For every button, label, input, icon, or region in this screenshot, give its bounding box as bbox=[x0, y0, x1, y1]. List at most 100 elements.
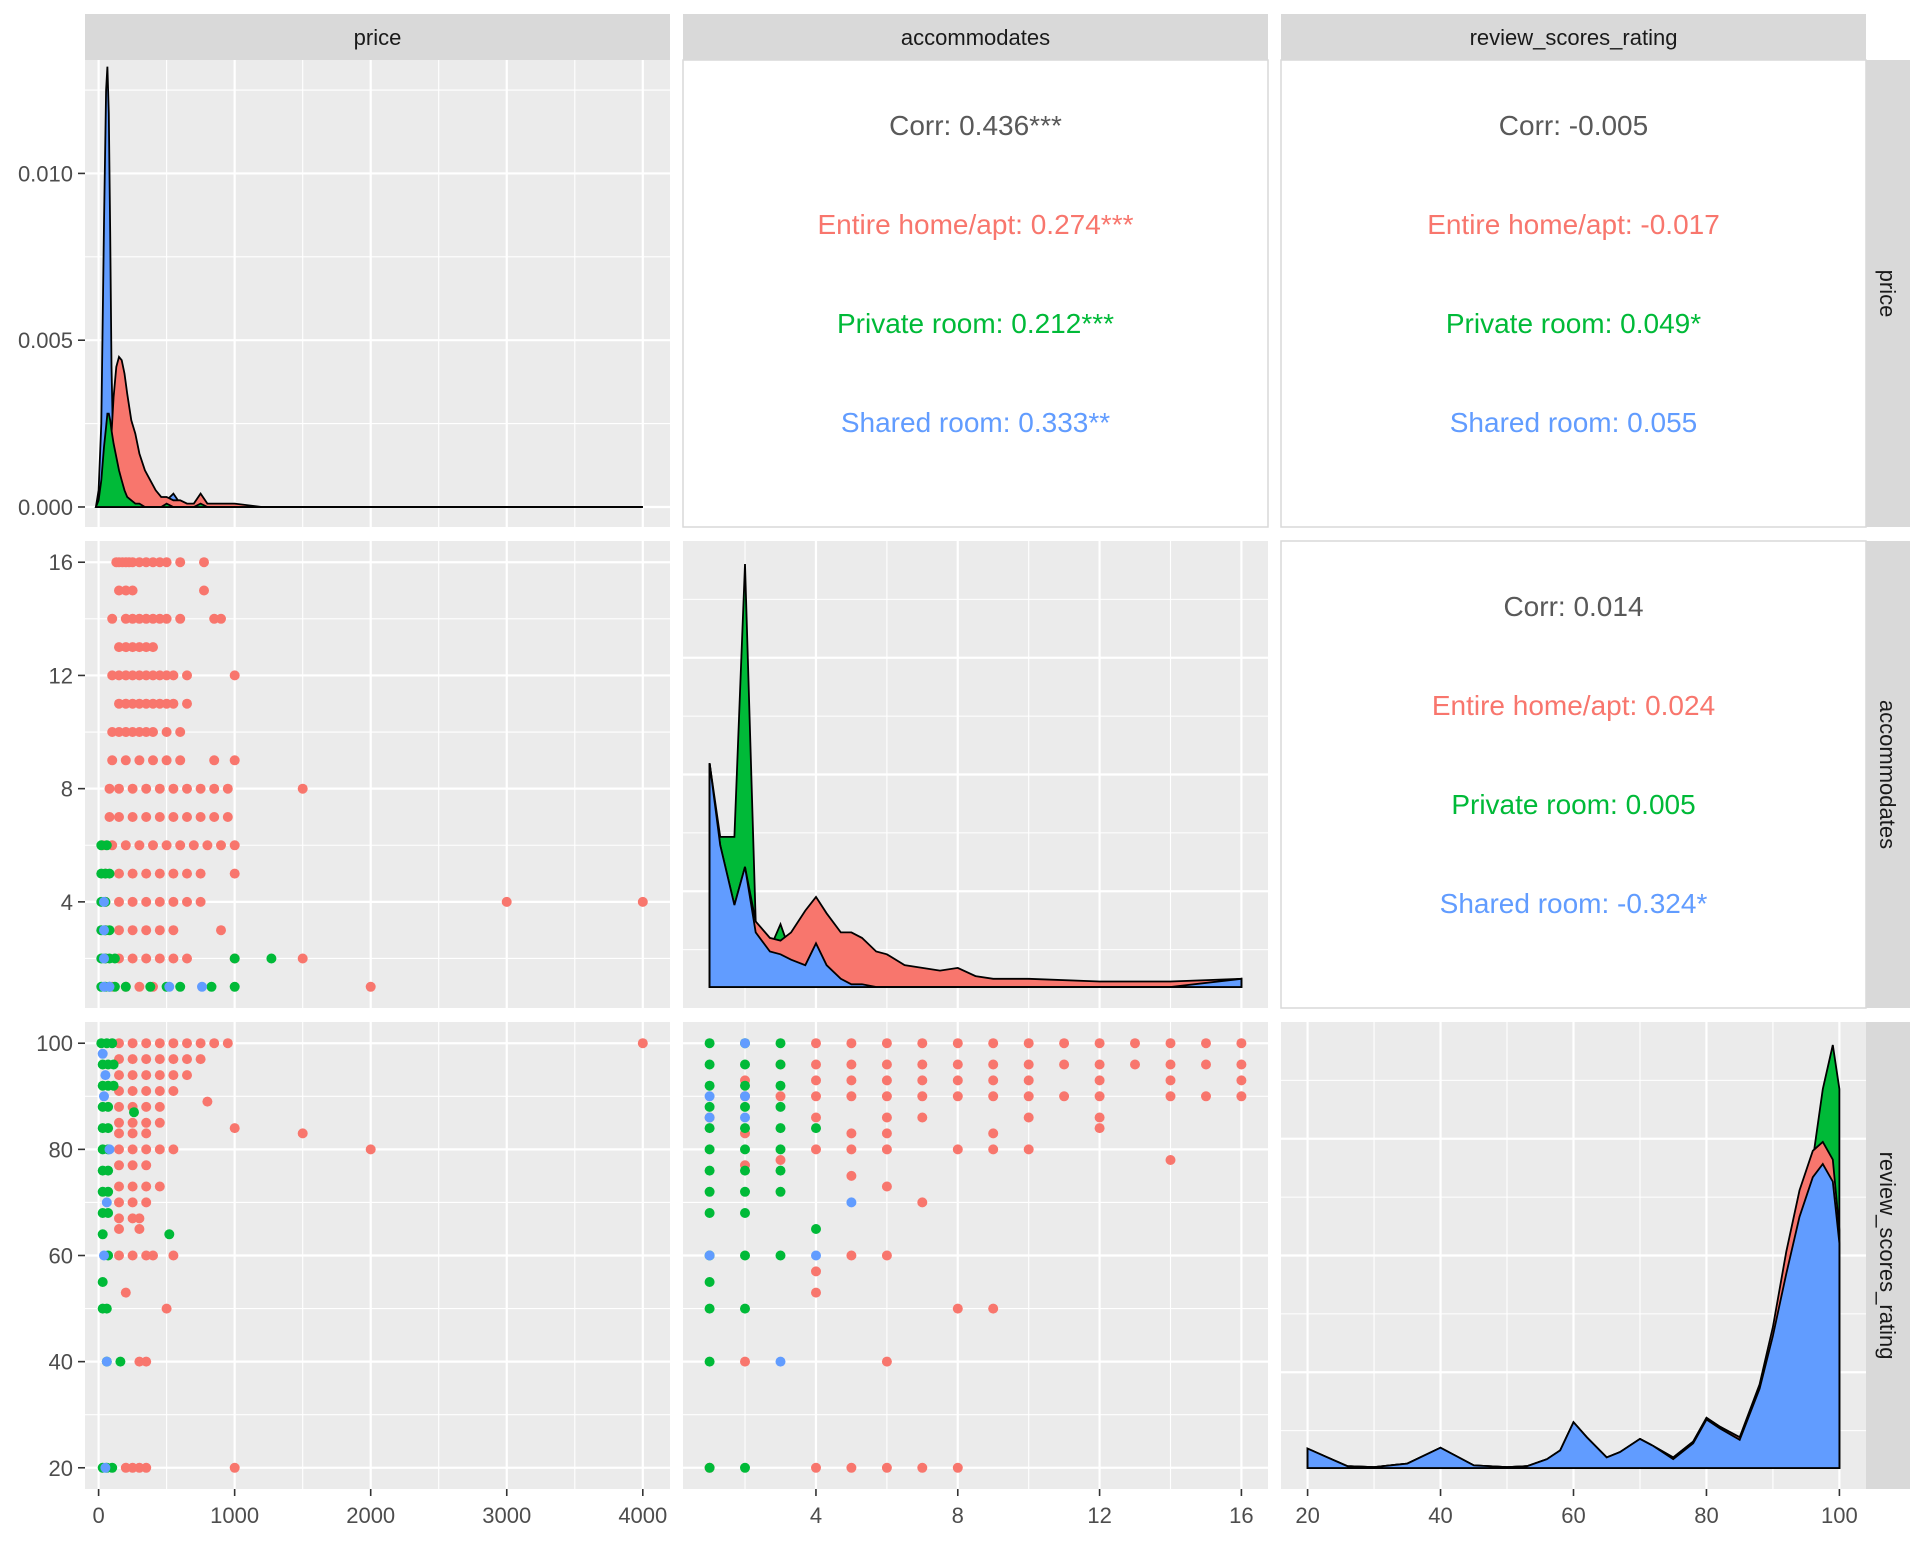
point-entire-home-apt bbox=[161, 613, 172, 624]
point-entire-home-apt bbox=[168, 812, 179, 822]
point-entire-home-apt bbox=[1059, 1091, 1070, 1102]
point-shared-room bbox=[704, 1112, 715, 1123]
point-entire-home-apt bbox=[127, 1144, 138, 1155]
point-entire-home-apt bbox=[229, 840, 240, 851]
point-entire-home-apt bbox=[120, 840, 131, 851]
point-shared-room bbox=[704, 1091, 715, 1102]
point-private-room bbox=[103, 1123, 114, 1134]
point-private-room bbox=[775, 1144, 786, 1155]
point-entire-home-apt bbox=[1059, 1059, 1070, 1070]
corr-label-entire-home-apt: Entire home/apt: 0.024 bbox=[1432, 690, 1715, 721]
point-private-room bbox=[101, 840, 112, 851]
point-private-room bbox=[775, 1186, 786, 1197]
point-entire-home-apt bbox=[1165, 1075, 1176, 1086]
point-shared-room bbox=[811, 1250, 821, 1261]
tick-label-x-accommodates: 4 bbox=[810, 1503, 822, 1528]
tick-label-x-accommodates: 16 bbox=[1229, 1503, 1253, 1528]
point-entire-home-apt bbox=[199, 585, 209, 596]
point-private-room bbox=[164, 1229, 175, 1240]
point-entire-home-apt bbox=[148, 642, 158, 653]
point-entire-home-apt bbox=[127, 585, 138, 596]
point-private-room bbox=[704, 1356, 715, 1367]
point-private-room bbox=[775, 1123, 786, 1134]
corr-label-shared-room: Shared room: 0.055 bbox=[1450, 407, 1698, 438]
corr-label-private-room: Private room: 0.212*** bbox=[837, 308, 1114, 339]
point-entire-home-apt bbox=[1165, 1091, 1176, 1102]
point-entire-home-apt bbox=[881, 1356, 892, 1367]
point-entire-home-apt bbox=[114, 1250, 124, 1261]
point-entire-home-apt bbox=[114, 868, 124, 879]
point-entire-home-apt bbox=[127, 868, 138, 879]
point-private-room bbox=[103, 1186, 114, 1197]
point-private-room bbox=[108, 1059, 119, 1070]
point-entire-home-apt bbox=[161, 755, 172, 766]
point-entire-home-apt bbox=[1059, 1038, 1070, 1049]
point-entire-home-apt bbox=[202, 1096, 213, 1107]
point-entire-home-apt bbox=[637, 896, 648, 907]
point-private-room bbox=[704, 1080, 715, 1091]
point-shared-room bbox=[99, 953, 109, 964]
point-entire-home-apt bbox=[141, 896, 152, 907]
point-private-room bbox=[704, 1101, 715, 1112]
point-entire-home-apt bbox=[168, 925, 179, 936]
density-area-shared-room bbox=[1306, 1162, 1841, 1469]
point-entire-home-apt bbox=[154, 1144, 165, 1155]
point-shared-room bbox=[99, 896, 109, 907]
point-private-room bbox=[103, 1208, 114, 1218]
point-entire-home-apt bbox=[141, 1054, 152, 1065]
point-entire-home-apt bbox=[917, 1112, 928, 1123]
point-entire-home-apt bbox=[114, 1144, 124, 1155]
point-entire-home-apt bbox=[195, 812, 206, 822]
point-shared-room bbox=[100, 1070, 111, 1081]
point-entire-home-apt bbox=[988, 1038, 999, 1049]
point-entire-home-apt bbox=[1023, 1038, 1034, 1049]
point-entire-home-apt bbox=[988, 1128, 999, 1139]
point-entire-home-apt bbox=[229, 670, 240, 681]
tick-label-y-review_scores_rating: 60 bbox=[49, 1244, 73, 1269]
point-entire-home-apt bbox=[114, 1101, 124, 1112]
point-entire-home-apt bbox=[1236, 1075, 1247, 1086]
point-entire-home-apt bbox=[182, 670, 192, 681]
point-entire-home-apt bbox=[127, 1181, 138, 1192]
point-entire-home-apt bbox=[1094, 1038, 1105, 1049]
point-entire-home-apt bbox=[148, 1250, 158, 1261]
point-entire-home-apt bbox=[775, 1091, 786, 1102]
point-entire-home-apt bbox=[846, 1462, 857, 1473]
point-entire-home-apt bbox=[148, 727, 158, 737]
point-private-room bbox=[740, 1208, 750, 1218]
point-entire-home-apt bbox=[127, 1250, 138, 1261]
point-entire-home-apt bbox=[168, 1054, 179, 1065]
strip-label-right-review_scores_rating: review_scores_rating bbox=[1875, 1152, 1900, 1360]
point-entire-home-apt bbox=[222, 783, 233, 794]
corr-label-overall: Corr: 0.014 bbox=[1503, 591, 1643, 622]
point-entire-home-apt bbox=[297, 1128, 308, 1139]
point-private-room bbox=[740, 1144, 750, 1155]
point-entire-home-apt bbox=[917, 1059, 928, 1070]
point-entire-home-apt bbox=[199, 557, 209, 568]
point-entire-home-apt bbox=[917, 1091, 928, 1102]
point-entire-home-apt bbox=[811, 1059, 821, 1070]
point-entire-home-apt bbox=[114, 896, 124, 907]
tick-label-x-price: 2000 bbox=[346, 1503, 395, 1528]
point-entire-home-apt bbox=[175, 613, 186, 624]
point-entire-home-apt bbox=[1094, 1091, 1105, 1102]
point-entire-home-apt bbox=[297, 953, 308, 964]
point-entire-home-apt bbox=[141, 783, 152, 794]
point-entire-home-apt bbox=[175, 755, 186, 766]
point-private-room bbox=[704, 1303, 715, 1314]
point-private-room bbox=[266, 953, 277, 964]
point-entire-home-apt bbox=[209, 812, 220, 822]
corr-panel-price|accommodates bbox=[682, 59, 1269, 528]
point-shared-room bbox=[197, 981, 207, 992]
point-entire-home-apt bbox=[154, 1181, 165, 1192]
point-private-room bbox=[107, 1038, 118, 1049]
point-private-room bbox=[704, 1165, 715, 1176]
point-entire-home-apt bbox=[168, 953, 179, 964]
point-entire-home-apt bbox=[917, 1462, 928, 1473]
point-entire-home-apt bbox=[154, 1117, 165, 1128]
point-entire-home-apt bbox=[127, 1117, 138, 1128]
corr-panel-accommodates|review_scores_rating bbox=[1280, 540, 1867, 1009]
point-entire-home-apt bbox=[134, 1213, 145, 1224]
point-entire-home-apt bbox=[222, 812, 233, 822]
point-entire-home-apt bbox=[952, 1462, 963, 1473]
